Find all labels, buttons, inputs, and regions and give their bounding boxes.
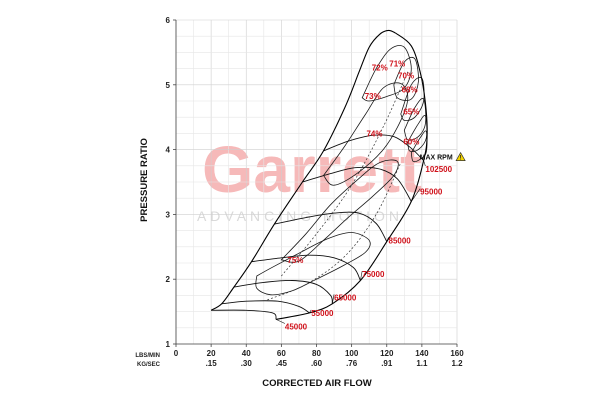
y-tick-label: 5 [166,81,171,90]
speed-line-label: 95000 [420,188,443,197]
speed-line [251,254,361,281]
efficiency-label: 73% [365,92,381,101]
max-rpm-label: MAX RPM [420,155,453,162]
x-tick-label: 80 [312,349,321,358]
y-tick-label: 1 [166,340,171,349]
x-secondary-tick-label: .60 [311,359,323,368]
efficiency-island [393,56,419,101]
efficiency-label: 71% [389,60,405,69]
grid [175,19,458,345]
speed-line-label: 65000 [334,293,357,302]
speed-line-label: 102500 [425,165,452,174]
x-unit-primary: LBS/MIN [135,353,160,359]
choke-line [275,32,428,320]
x-tick-label: 60 [277,349,286,358]
efficiency-label: 65% [403,108,419,117]
efficiency-island [361,45,412,102]
efficiency-label: 60% [403,137,419,146]
speed-label-leader [332,294,335,304]
y-tick-label: 4 [166,146,171,155]
x-secondary-tick-label: .91 [381,359,393,368]
surge-line [210,29,396,311]
watermark: Garrett ADVANCING MOTION [197,132,422,224]
efficiency-label: 75% [287,256,303,265]
efficiency-label: 68% [402,86,418,95]
x-unit-secondary: KG/SEC [137,362,161,368]
y-tick-label: 3 [166,210,171,219]
x-secondary-tick-label: 1.1 [416,359,428,368]
map-boundaries [210,29,428,320]
efficiency-island [255,232,371,296]
x-tick-label: 140 [415,349,429,358]
speed-label-leader [360,270,363,281]
efficiency-island [410,130,428,163]
efficiency-island [280,159,399,263]
speed-line-label: 45000 [285,323,308,332]
speed-line-label: 85000 [389,236,412,245]
y-tick-label: 2 [166,275,171,284]
speed-label-leader [275,319,286,324]
x-tick-label: 120 [380,349,394,358]
chart-labels: 75% 74% 73% 72% 71% 70% 68% 65% 60% 4500055000650… [285,60,453,332]
efficiency-label: 70% [398,71,414,80]
warning-triangle-icon [455,151,466,161]
efficiency-island [403,98,427,141]
dashed-curve [267,162,402,301]
x-tick-label: 0 [174,349,179,358]
x-axis-title: CORRECTED AIR FLOW [262,378,371,389]
dashed-curves [267,71,409,301]
efficiency-label: 72% [372,64,388,73]
speed-line-label: 55000 [311,309,334,318]
x-tick-label: 160 [450,349,464,358]
x-tick-label: 100 [345,349,359,358]
x-tick-label: 40 [242,349,251,358]
x-secondary-tick-label: .15 [206,359,218,368]
efficiency-island [322,82,409,186]
x-secondary-tick-label: .45 [276,359,288,368]
x-secondary-tick-label: .30 [241,359,253,368]
efficiency-islands [255,45,428,296]
efficiency-island [400,76,425,122]
speed-line [323,134,424,161]
speed-line [302,166,412,202]
efficiency-label: 74% [366,130,382,139]
speed-line [233,280,333,304]
y-axis-title: PRESSURE RATIO [139,138,150,222]
max-rpm-marker: MAX RPM ! [420,151,466,162]
x-tick-label: 20 [207,349,216,358]
watermark-subtext: ADVANCING MOTION [197,208,403,224]
speed-line [274,211,388,242]
y-tick-label: 6 [166,16,171,25]
speed-line [221,300,310,314]
x-secondary-tick-label: .76 [346,359,358,368]
speed-line-label: 75000 [362,270,385,279]
x-secondary-tick-label: 1.2 [451,359,463,368]
efficiency-island [407,114,428,153]
warning-exclamation-icon: ! [460,156,462,162]
speed-line [211,309,277,320]
